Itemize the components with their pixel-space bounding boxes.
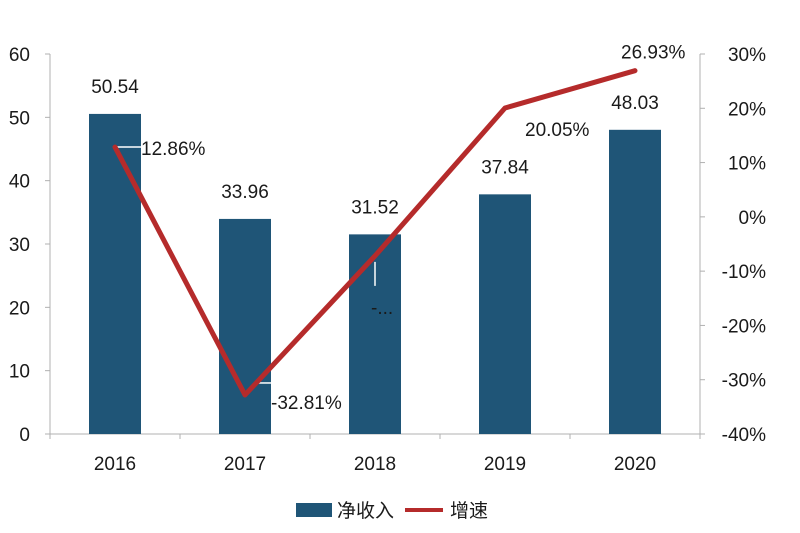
growth-line bbox=[112, 68, 638, 398]
line-data-labels: 12.86% -32.81% -... 20.05% 26.93% bbox=[141, 43, 686, 414]
bar bbox=[89, 113, 141, 434]
right-axis-ticks: -40% -30% -20% -10% 0% 10% 20% 30% bbox=[700, 45, 766, 446]
line-value-label: -... bbox=[371, 298, 393, 319]
right-tick-label: -20% bbox=[722, 316, 766, 337]
legend-label-net-income: 净收入 bbox=[337, 500, 394, 522]
line-value-label: 26.93% bbox=[621, 43, 686, 64]
x-tick-label: 2018 bbox=[354, 454, 396, 475]
right-tick-label: -40% bbox=[722, 425, 766, 446]
x-tick-label: 2017 bbox=[224, 454, 266, 475]
bar-value-label: 31.52 bbox=[351, 197, 399, 218]
right-tick-label: 30% bbox=[728, 45, 766, 66]
left-tick-label: 10 bbox=[9, 362, 30, 383]
left-axis-ticks: 0 10 20 30 40 50 60 bbox=[9, 45, 50, 446]
legend-swatch-net-income bbox=[296, 503, 332, 517]
x-tick-label: 2020 bbox=[614, 454, 656, 475]
leader-lines bbox=[115, 146, 376, 384]
bar bbox=[609, 129, 661, 434]
left-tick-label: 0 bbox=[19, 425, 30, 446]
line-value-label: 20.05% bbox=[525, 120, 590, 141]
right-tick-label: 20% bbox=[728, 99, 766, 120]
left-tick-label: 30 bbox=[9, 235, 30, 256]
bar-data-labels: 50.54 33.96 31.52 37.84 48.03 bbox=[91, 77, 659, 218]
bar-value-label: 37.84 bbox=[481, 157, 529, 178]
bar-value-label: 33.96 bbox=[221, 182, 269, 203]
bar-value-label: 48.03 bbox=[611, 93, 659, 114]
bar bbox=[479, 194, 531, 434]
x-axis-ticks: 2016 2017 2018 2019 2020 bbox=[49, 434, 701, 475]
left-tick-label: 50 bbox=[9, 108, 30, 129]
left-tick-label: 40 bbox=[9, 172, 30, 193]
right-tick-label: -30% bbox=[722, 371, 766, 392]
bar-series bbox=[89, 113, 661, 434]
line-value-label: 12.86% bbox=[141, 139, 206, 160]
left-tick-label: 20 bbox=[9, 298, 30, 319]
right-tick-label: 0% bbox=[739, 208, 767, 229]
line-value-label: -32.81% bbox=[271, 393, 342, 414]
left-tick-label: 60 bbox=[9, 45, 30, 66]
x-tick-label: 2016 bbox=[94, 454, 136, 475]
legend: 净收入 增速 bbox=[296, 500, 488, 522]
bar bbox=[219, 218, 271, 434]
bar-value-label: 50.54 bbox=[91, 77, 139, 98]
legend-label-growth: 增速 bbox=[450, 500, 488, 522]
right-tick-label: -10% bbox=[722, 262, 766, 283]
right-tick-label: 10% bbox=[728, 154, 766, 175]
x-tick-label: 2019 bbox=[484, 454, 526, 475]
